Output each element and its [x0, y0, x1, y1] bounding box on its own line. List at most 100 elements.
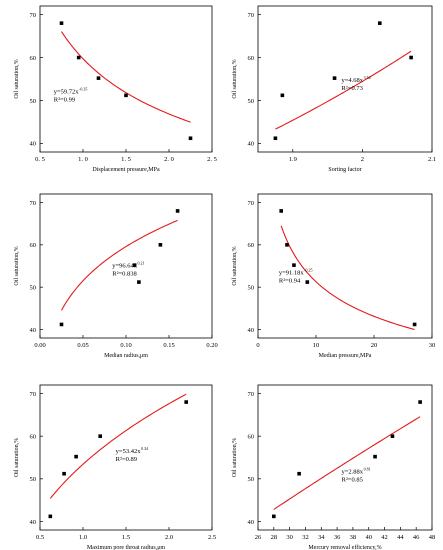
x-tick-label: 44 [397, 534, 404, 541]
y-tick-label: 70 [248, 200, 255, 207]
data-point [97, 76, 101, 80]
data-point [279, 209, 283, 213]
y-tick-label: 50 [30, 98, 37, 105]
plot-frame [40, 6, 212, 152]
y-tick-label: 40 [248, 327, 255, 334]
data-point [292, 263, 296, 267]
data-point [77, 56, 81, 60]
fit-curve [274, 417, 420, 510]
y-axis-label: Oil saturation,% [14, 246, 20, 285]
x-axis-label: Median pressure,MPa [319, 353, 372, 359]
x-tick-label: 2.0 [165, 534, 173, 541]
x-tick-label: 0.10 [120, 342, 131, 349]
x-tick-label: 0.05 [77, 342, 88, 349]
data-point [413, 323, 417, 327]
x-tick-label: 0.00 [34, 342, 45, 349]
y-tick-label: 60 [30, 433, 37, 440]
data-point [60, 21, 64, 25]
chart-panel-6: 26 28 30 32 34 36 38 40 42 44 46 48 40 50 60 70 Mercury … [232, 385, 435, 550]
fit-r-squared: R²=0.73 [342, 85, 363, 92]
data-point [98, 434, 102, 438]
x-tick-label: 1. 5 [121, 156, 131, 163]
x-tick-label: 2.5 [208, 534, 216, 541]
x-tick-label: 20 [371, 342, 378, 349]
data-point [137, 280, 141, 284]
x-tick-label: 32 [302, 534, 309, 541]
fit-equation: y=2.88x [342, 468, 364, 475]
chart-panel-4: 0 10 20 30 40 50 60 70 Median pressure,MPa Oil sa… [232, 194, 435, 359]
y-tick-label: 40 [30, 519, 37, 526]
y-tick-label: 50 [30, 284, 37, 291]
x-tick-label: 0.5 [36, 534, 44, 541]
fit-r-squared: R²=0.89 [116, 456, 137, 463]
fit-exponent: 0.81 [364, 466, 371, 471]
x-axis-label: Median radius,μm [104, 353, 148, 359]
y-tick-label: 60 [30, 242, 37, 249]
fit-curve [281, 226, 414, 330]
y-axis-label: Oil saturation,% [232, 438, 238, 477]
fit-equation: y=53.42x [116, 448, 142, 455]
x-tick-label: 34 [318, 534, 325, 541]
fit-exponent: 0.21 [138, 260, 145, 265]
data-point [333, 76, 337, 80]
fit-curve [50, 394, 186, 498]
plot-frame [258, 194, 432, 338]
data-point [272, 515, 276, 519]
y-tick-label: 70 [30, 391, 37, 398]
y-tick-label: 50 [248, 284, 255, 291]
data-point [176, 209, 180, 213]
x-tick-label: 48 [429, 534, 436, 541]
fit-equation: y=96.64x [112, 262, 138, 269]
x-tick-label: 2.1 [428, 156, 436, 163]
y-axis-label: Oil saturation,% [232, 246, 238, 285]
x-tick-label: 36 [334, 534, 341, 541]
x-tick-label: 38 [350, 534, 357, 541]
x-tick-label: 30 [286, 534, 293, 541]
x-tick-label: 1.5 [122, 534, 130, 541]
fit-curve [62, 32, 191, 123]
fit-exponent: -0.35 [79, 87, 87, 92]
y-tick-label: 70 [248, 12, 255, 19]
fit-equation: y=59.72x [54, 89, 80, 96]
data-point [60, 323, 64, 327]
y-tick-label: 40 [248, 519, 255, 526]
y-axis-label: Oil saturation,% [14, 438, 20, 477]
y-axis-label: Oil saturation,% [232, 59, 238, 98]
data-point [124, 94, 128, 98]
data-point [159, 243, 163, 247]
data-point [49, 515, 53, 519]
x-tick-label: 26 [255, 534, 262, 541]
fit-r-squared: R²=0.99 [54, 97, 75, 104]
fit-equation: y=4.68x [342, 77, 364, 84]
data-point [62, 472, 66, 476]
data-point [297, 472, 301, 476]
fit-r-squared: R²=0.838 [112, 270, 137, 277]
data-point [418, 400, 422, 404]
x-tick-label: 46 [413, 534, 420, 541]
data-point [378, 21, 382, 25]
data-point [306, 280, 310, 284]
x-tick-label: 42 [381, 534, 388, 541]
x-tick-label: 28 [271, 534, 278, 541]
data-point [274, 136, 278, 140]
x-tick-label: 0. 5 [35, 156, 45, 163]
data-point [373, 455, 377, 459]
y-tick-label: 60 [248, 242, 255, 249]
y-tick-label: 50 [248, 476, 255, 483]
chart-panel-2: 1.9 2 2.140506070Sorting factorOil saturat… [232, 6, 436, 173]
x-tick-label: 1.9 [289, 156, 297, 163]
x-tick-label: 40 [365, 534, 372, 541]
data-point [409, 56, 413, 60]
x-tick-label: 0.15 [163, 342, 174, 349]
y-tick-label: 60 [248, 55, 255, 62]
fit-exponent: -0.25 [304, 268, 312, 273]
x-axis-label: Sorting factor [328, 166, 361, 173]
y-tick-label: 70 [30, 12, 37, 19]
y-tick-label: 60 [30, 55, 37, 62]
data-point [281, 94, 285, 98]
x-tick-label: 1.0 [79, 534, 87, 541]
x-tick-label: 2 [361, 156, 364, 163]
x-tick-label: 0 [256, 342, 259, 349]
fit-r-squared: R²=0.85 [342, 476, 363, 483]
x-tick-label: 2. 0 [164, 156, 174, 163]
